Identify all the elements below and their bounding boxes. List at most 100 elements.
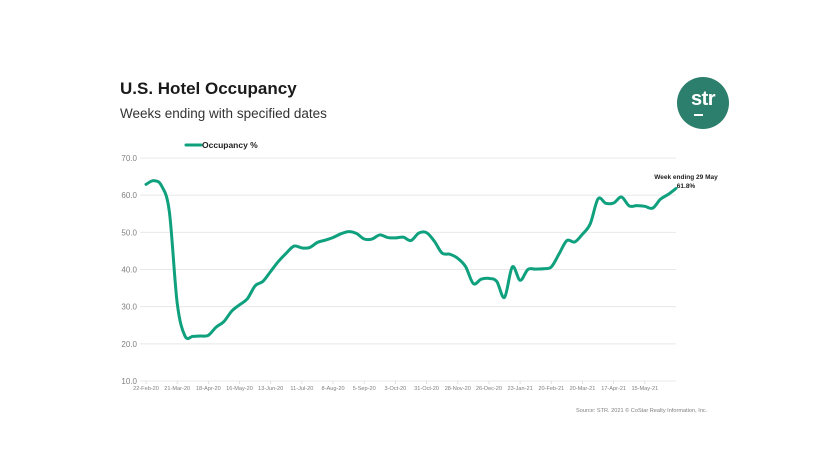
x-tick-label: 20-Mar-21 [570,386,596,392]
data-point [324,239,327,242]
data-point [269,270,272,273]
data-point [503,296,506,299]
data-point [316,241,319,244]
chart-title: U.S. Hotel Occupancy [120,79,297,98]
x-tick-label: 28-Nov-20 [445,386,471,392]
data-point [261,280,264,283]
data-point [448,253,451,256]
legend: Occupancy % [184,140,258,150]
x-tick-label: 31-Oct-20 [414,386,439,392]
data-point [628,204,631,207]
data-point [277,260,280,263]
data-point [371,238,374,241]
data-point [363,238,366,241]
data-point [472,282,475,285]
data-point [425,231,428,234]
x-tick-label: 18-Apr-20 [196,386,221,392]
x-tick-label: 23-Jan-21 [508,386,533,392]
x-tick-label: 20-Feb-21 [538,386,564,392]
last-point-annotation: Week ending 29 May 61.8% [654,174,718,190]
annotation-line2: 61.8% [677,183,696,190]
x-tick-label: 3-Oct-20 [385,386,407,392]
data-point [441,252,444,255]
data-point [339,232,342,235]
x-tick-label: 22-Feb-20 [133,386,159,392]
x-tick-label: 21-Mar-20 [164,386,190,392]
data-point [643,205,646,208]
x-tick-label: 15-May-21 [631,386,658,392]
data-point [355,232,358,235]
data-point [378,233,381,236]
chart-subtitle: Weeks ending with specified dates [120,106,327,121]
y-tick-label: 60.0 [121,191,137,200]
data-point [667,193,670,196]
annotation-line1: Week ending 29 May [654,174,718,181]
data-point [168,210,171,213]
data-point [246,297,249,300]
source-footnote: Source: STR. 2021 © CoStar Realty Inform… [576,408,708,414]
data-point [558,252,561,255]
y-tick-label: 40.0 [121,266,137,275]
y-tick-label: 10.0 [121,377,137,386]
data-point [495,280,498,283]
gridlines [140,157,676,382]
data-point [550,265,553,268]
logo-text: str [690,88,716,110]
data-point [636,204,639,207]
x-tick-label: 5-Sep-20 [353,386,376,392]
data-point [487,277,490,280]
data-point [511,265,514,268]
x-tick-label: 13-Jun-20 [258,386,283,392]
data-point [215,326,218,329]
data-point [199,335,202,338]
data-point [589,222,592,225]
occupancy-line [144,179,678,341]
data-point [293,245,296,248]
data-point [207,334,210,337]
data-point [410,239,413,242]
data-point [651,207,654,210]
y-tick-label: 30.0 [121,303,137,312]
x-axis-ticks: 22-Feb-20 21-Mar-20 18-Apr-20 16-May-20 13-J… [133,381,658,392]
data-point [456,257,459,260]
data-point [417,232,420,235]
series-occupancy [144,179,678,341]
data-point [386,236,389,239]
data-point [160,184,163,187]
x-tick-label: 17-Apr-21 [601,386,626,392]
data-point [565,239,568,242]
legend-label-occupancy: Occupancy % [202,140,258,150]
data-point [183,335,186,338]
data-point [254,284,257,287]
data-point [464,265,467,268]
data-point [347,230,350,233]
data-point [581,233,584,236]
data-point [620,196,623,199]
data-point [526,268,529,271]
data-point [659,198,662,201]
data-point [519,279,522,282]
data-point [176,301,179,304]
data-point [597,197,600,200]
y-tick-label: 50.0 [121,228,137,237]
x-tick-label: 11-Jul-20 [290,386,313,392]
data-point [394,236,397,239]
data-point [604,202,607,205]
data-point [300,246,303,249]
data-point [534,268,537,271]
logo-underline [694,114,703,116]
data-point [222,320,225,323]
x-tick-label: 26-Dec-20 [476,386,502,392]
data-point [480,278,483,281]
data-point [238,303,241,306]
data-point [402,236,405,239]
y-tick-label: 70.0 [121,154,137,163]
data-point [612,201,615,204]
data-point [145,183,148,186]
x-tick-label: 16-May-20 [226,386,253,392]
data-point [542,267,545,270]
data-point [308,246,311,249]
data-point [332,236,335,239]
y-tick-label: 20.0 [121,340,137,349]
data-point [573,240,576,243]
